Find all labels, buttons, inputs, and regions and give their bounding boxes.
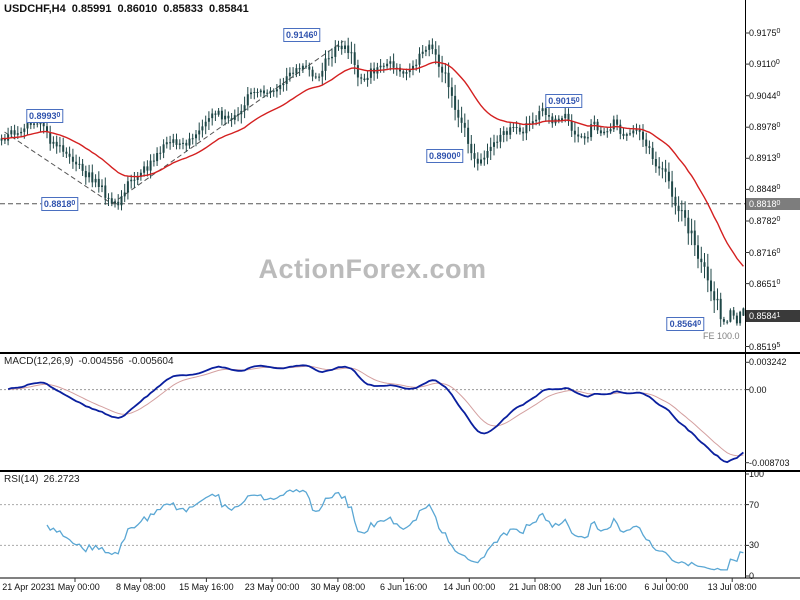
time-axis-label: 21 Jun 08:00 bbox=[508, 582, 562, 592]
ohlc-close: 0.85841 bbox=[209, 3, 249, 15]
pip-digit: 0 bbox=[313, 31, 318, 39]
pip-digit: 0 bbox=[71, 199, 76, 207]
macd-line bbox=[7, 364, 744, 464]
time-axis-label: 6 Jun 16:00 bbox=[380, 582, 428, 592]
rsi-name: RSI(14) bbox=[4, 474, 39, 485]
macd-name: MACD(12,26,9) bbox=[4, 356, 74, 367]
level-price-badge: 0.88180 bbox=[746, 197, 800, 210]
rsi-axis-label: 0 bbox=[749, 571, 755, 581]
current-price-badge: 0.85841 bbox=[746, 309, 800, 322]
rsi-axis-label: 70 bbox=[749, 499, 760, 510]
price-axis-label: 0.89130 bbox=[749, 153, 781, 164]
price-annotation[interactable]: 0.90150 bbox=[545, 94, 583, 109]
price-axis-label: 0.91100 bbox=[749, 59, 780, 70]
pip-digit: 1 bbox=[776, 311, 781, 319]
pip-digit: 0 bbox=[776, 199, 781, 207]
price-annotation[interactable]: 0.85640 bbox=[666, 317, 705, 332]
trend-line[interactable] bbox=[111, 40, 344, 205]
rsi-value: 26.2723 bbox=[43, 474, 80, 485]
price-annotation[interactable]: 0.89930 bbox=[25, 109, 64, 124]
pip-digit: 0 bbox=[56, 112, 61, 120]
macd-axis-label: -0.008703 bbox=[749, 457, 790, 468]
price-axis-label: 0.91750 bbox=[749, 28, 781, 38]
rsi-line bbox=[46, 488, 744, 571]
pip-digit: 0 bbox=[776, 247, 781, 255]
time-axis-label: 13 Jul 08:00 bbox=[707, 582, 757, 592]
rsi-indicator-label: RSI(14) 26.2723 bbox=[4, 474, 85, 485]
macd-axis-label: 0.00 bbox=[749, 384, 767, 395]
price-axis-label: 0.89780 bbox=[749, 122, 781, 133]
time-axis-label: 28 Jun 16:00 bbox=[574, 582, 627, 592]
ohlc-high: 0.86010 bbox=[117, 3, 158, 15]
macd-indicator-label: MACD(12,26,9) -0.004556 -0.005604 bbox=[4, 356, 179, 367]
time-axis-label: 6 Jul 00:00 bbox=[644, 582, 689, 592]
price-axis-label: 0.90440 bbox=[749, 90, 781, 101]
pip-digit: 0 bbox=[456, 151, 461, 159]
pip-digit: 5 bbox=[776, 341, 781, 349]
rsi-axis-label: 100 bbox=[749, 469, 765, 479]
trend-line[interactable] bbox=[4, 131, 113, 205]
price-annotation[interactable]: 0.91460 bbox=[283, 28, 321, 43]
time-axis-label: 15 May 16:00 bbox=[179, 582, 234, 592]
time-axis-label: 8 May 08:00 bbox=[115, 582, 166, 592]
price-annotation[interactable]: 0.89000 bbox=[426, 148, 464, 163]
time-axis-label: 21 Apr 2023 bbox=[2, 582, 51, 592]
time-axis-label: 14 Jun 00:00 bbox=[443, 582, 496, 592]
pip-digit: 0 bbox=[697, 320, 702, 328]
macd-value: -0.004556 bbox=[78, 356, 124, 367]
pip-digit: 0 bbox=[776, 28, 781, 35]
pip-digit: 0 bbox=[776, 122, 781, 130]
ohlc-low: 0.85833 bbox=[163, 3, 204, 15]
macd-axis-label: 0.003242 bbox=[749, 357, 787, 368]
time-axis-label: 1 May 00:00 bbox=[50, 582, 100, 592]
pip-digit: 0 bbox=[776, 184, 781, 192]
price-annotation[interactable]: 0.88180 bbox=[40, 196, 79, 211]
pip-digit: 0 bbox=[776, 153, 781, 161]
pip-digit: 0 bbox=[775, 59, 780, 67]
chart-title: USDCHF,H4 0.85991 0.86010 0.85833 0.85841 bbox=[4, 3, 255, 15]
watermark: ActionForex.com bbox=[258, 254, 487, 284]
price-axis-label: 0.88480 bbox=[749, 184, 781, 195]
fib-expansion-label[interactable]: FE 100.0 bbox=[703, 331, 740, 341]
ma-line bbox=[1, 61, 744, 267]
price-axis-label: 0.85195 bbox=[749, 341, 781, 352]
pip-digit: 0 bbox=[776, 215, 781, 223]
ohlc-open: 0.85991 bbox=[71, 3, 112, 15]
rsi-axis-label: 30 bbox=[749, 540, 760, 551]
time-axis-label: 30 May 08:00 bbox=[310, 582, 366, 592]
price-axis-label: 0.87160 bbox=[749, 247, 781, 258]
pip-digit: 0 bbox=[776, 278, 781, 286]
macd-signal-value: -0.005604 bbox=[128, 356, 174, 367]
time-axis-label: 23 May 00:00 bbox=[244, 582, 300, 592]
price-axis-label: 0.86510 bbox=[749, 278, 781, 289]
price-axis-label: 0.87820 bbox=[749, 215, 781, 226]
symbol-timeframe-label: USDCHF,H4 bbox=[4, 3, 66, 15]
pip-digit: 0 bbox=[575, 97, 580, 105]
pip-digit: 0 bbox=[776, 90, 781, 98]
